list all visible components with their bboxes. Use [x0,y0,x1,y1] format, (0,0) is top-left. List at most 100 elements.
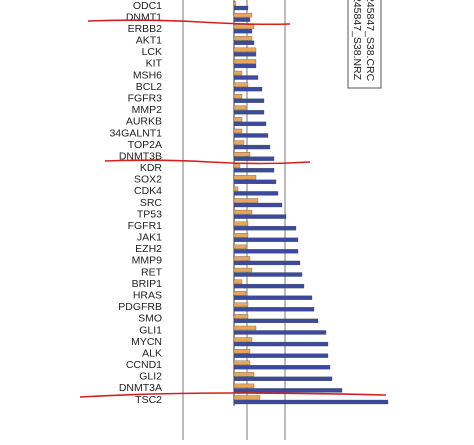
bar [233,47,257,53]
bar [233,260,301,266]
bar [233,144,271,150]
bar [233,59,257,64]
bar [233,302,249,307]
y-tick-label: FGFR1 [128,220,163,232]
y-tick-label: MYCN [131,336,162,348]
y-tick-label: TP53 [137,208,162,220]
bar [233,353,329,358]
bar [233,156,275,161]
bar [233,70,243,76]
annotation-line [87,19,291,26]
bar [233,272,303,277]
bar [233,360,251,365]
bar [233,283,305,289]
bar [233,179,277,184]
y-tick-label: TSC2 [135,394,162,406]
bar [233,244,247,250]
bar [233,63,257,69]
y-tick-label: CDK4 [134,185,162,197]
y-tick-label: SOX2 [134,174,162,186]
bar [233,17,251,22]
y-tick-label: KIT [146,58,163,70]
bar [233,5,249,11]
bar [233,314,249,319]
bar [233,128,243,134]
y-tick-label: BRIP1 [132,278,163,290]
y-tick-label: GLI2 [139,371,162,383]
y-tick-label: AKT1 [136,35,162,47]
y-tick-label: FGFR3 [128,92,163,104]
bar [233,29,253,34]
y-tick-label: DNMT3A [119,382,162,394]
bar [233,348,251,354]
bar [233,75,259,80]
legend-box [347,0,382,89]
bar [233,337,253,342]
bar [233,151,251,157]
bar [233,133,269,138]
y-tick-label: PDGFRB [118,301,162,313]
bar [233,291,247,296]
bar [233,214,287,219]
bar [233,24,255,29]
bar [233,12,253,18]
bar [233,395,261,400]
bar [233,82,249,87]
bar [233,307,315,312]
legend-label: 245847_S38.NRZ [351,0,363,81]
y-tick-label: ALK [142,347,162,359]
bar [233,388,343,393]
bar [233,168,275,173]
y-tick-label: HRAS [133,289,162,301]
y-tick-label: KDR [140,162,163,174]
bar [233,52,257,57]
y-tick-label: EZH2 [135,243,162,255]
bar [233,209,253,215]
y-tick-label: AURKB [126,116,162,128]
bar [233,202,283,208]
y-tick-label: MSH6 [133,69,162,81]
y-tick-label: LCK [142,46,162,58]
y-tick-label: SMO [138,313,162,325]
y-tick-label: TOP2A [128,139,162,151]
bar [233,267,253,273]
bar [233,1,237,6]
annotation-line [79,392,387,398]
bar [233,117,243,122]
y-tick-label: ERBB2 [128,23,163,35]
y-tick-label: ODC1 [133,0,162,12]
bar [233,325,257,331]
y-tick-label: SRC [140,197,163,209]
bar [233,237,299,242]
bar [233,105,247,110]
bar [233,249,299,254]
bar [233,36,253,41]
y-tick-label: BCL2 [136,81,162,93]
bar [233,279,243,284]
bar [233,221,249,226]
bar [233,110,265,115]
bar [233,198,259,203]
plot: ODC1DNMT1ERBB2AKT1LCKKITMSH6BCL2FGFR3MMP… [109,0,389,440]
bar [233,140,245,145]
bar [233,163,241,168]
y-tick-label: JAK1 [137,232,162,244]
bar [233,98,265,103]
bar [233,365,331,370]
bar [233,318,319,324]
bar [233,94,243,99]
y-tick-label: 34GALNT1 [109,127,162,139]
y-tick-label: DNMT1 [126,11,162,23]
y-tick-label: MMP2 [132,104,162,116]
bar [233,226,297,231]
bar [233,233,249,238]
bar [233,341,329,347]
bar [233,256,251,261]
legend-label: 245847_S38.CRC [364,0,376,82]
bar [233,383,255,389]
bar [233,175,257,180]
bar [233,86,263,92]
y-tick-label: RET [141,266,163,278]
bar [233,40,255,45]
